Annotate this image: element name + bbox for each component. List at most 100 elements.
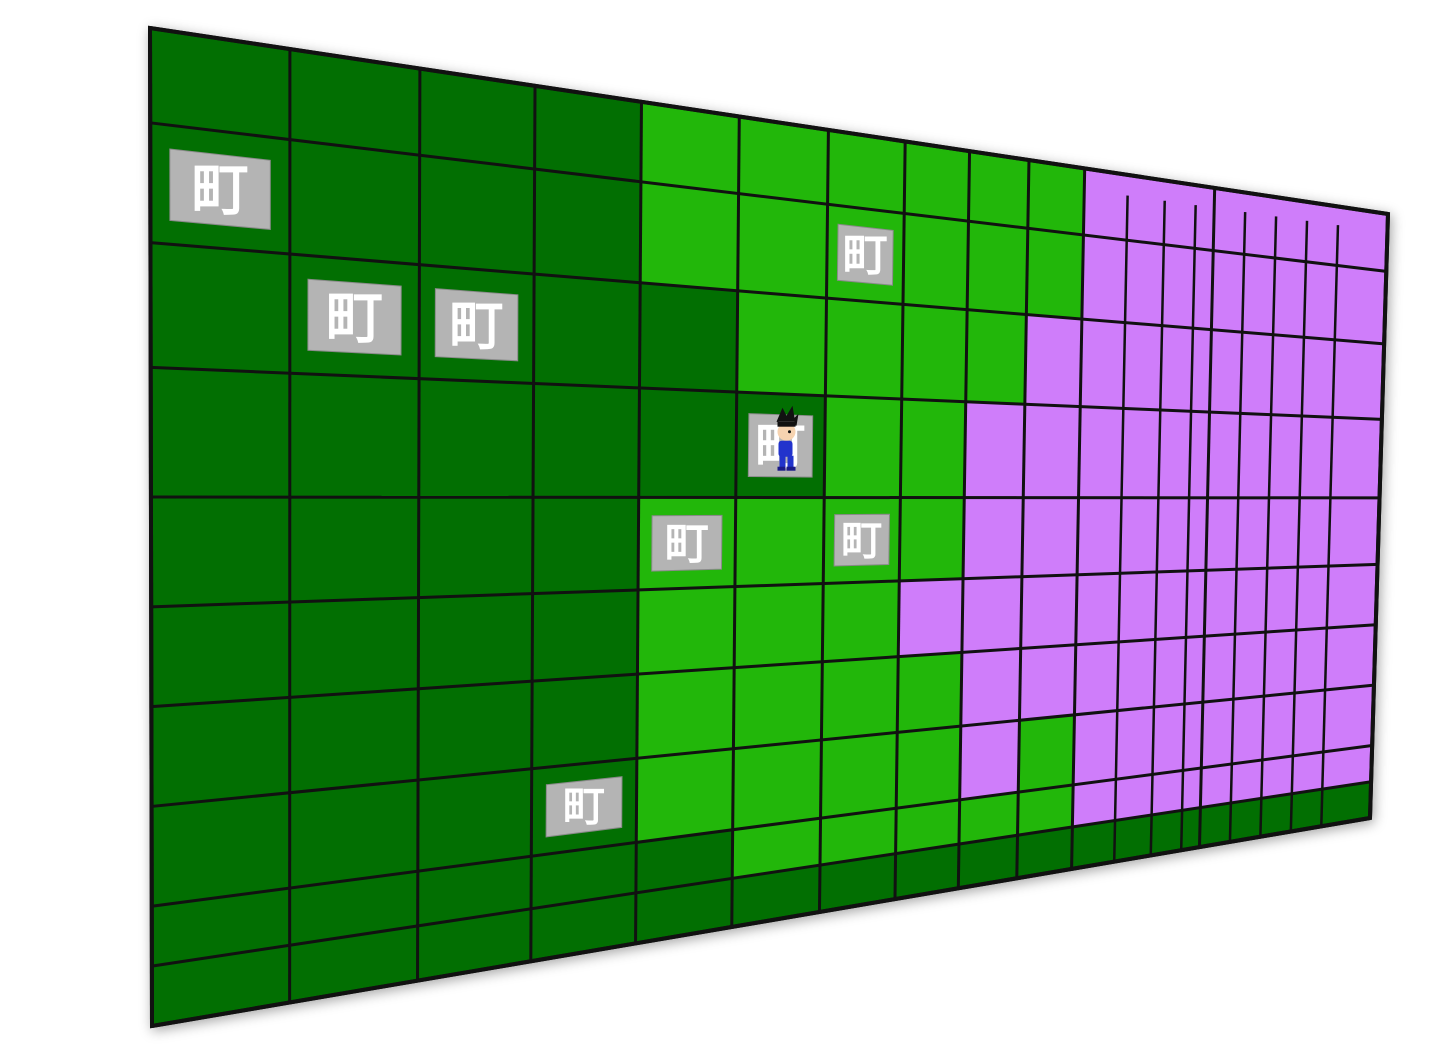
player-character-icon[interactable] (776, 405, 799, 471)
map-cell[interactable] (289, 779, 419, 889)
map-cell[interactable] (1022, 403, 1081, 499)
map-cell[interactable] (150, 496, 291, 608)
map-cell[interactable] (824, 297, 904, 400)
map-cell[interactable] (823, 395, 903, 499)
map-cell[interactable] (417, 768, 533, 872)
map-cell[interactable] (1025, 227, 1084, 320)
town-tile-bg (169, 148, 271, 230)
map-cell[interactable] (897, 578, 964, 658)
map-cell[interactable] (737, 193, 829, 299)
map-cell[interactable] (736, 290, 827, 397)
map-cell[interactable] (418, 496, 534, 599)
map-cell[interactable] (896, 651, 963, 733)
map-cell[interactable] (418, 378, 535, 498)
map-cell[interactable] (963, 401, 1026, 499)
grid-line (151, 562, 1378, 609)
map-cell[interactable] (150, 696, 291, 807)
map-cell[interactable] (827, 129, 906, 214)
map-cell[interactable] (531, 673, 638, 770)
map-cell[interactable] (962, 497, 1024, 580)
map-cell[interactable] (149, 242, 291, 374)
map-cell[interactable] (531, 589, 639, 682)
map-cell[interactable] (533, 168, 642, 284)
map-cell[interactable] (1207, 411, 1383, 499)
map-cell[interactable] (289, 372, 420, 498)
map-cell[interactable] (289, 139, 421, 266)
map-cell[interactable] (418, 154, 536, 275)
map-cell[interactable] (1205, 497, 1380, 571)
map-cell[interactable] (960, 648, 1022, 727)
town-tile-bg (434, 288, 519, 362)
map-cell[interactable] (532, 496, 640, 595)
map-cell[interactable] (1019, 644, 1077, 721)
town-label: 町 (192, 158, 249, 224)
map-cell[interactable] (901, 303, 968, 403)
town-tile-bg (307, 278, 402, 356)
town-tile[interactable]: 町 (169, 148, 271, 230)
town-tile[interactable]: 町 (545, 776, 623, 838)
map-cell[interactable] (732, 661, 823, 750)
map-cell[interactable] (1021, 497, 1079, 578)
map-cell[interactable] (1017, 714, 1075, 793)
town-label: 町 (843, 229, 888, 282)
map-cell[interactable] (966, 220, 1029, 315)
map-cell[interactable] (959, 719, 1020, 801)
town-tile[interactable]: 町 (434, 288, 519, 362)
map-cell[interactable] (638, 387, 738, 498)
town-label: 町 (665, 518, 709, 569)
grid-line (1070, 168, 1087, 869)
map-cell[interactable] (289, 688, 419, 794)
map-cell[interactable] (895, 725, 962, 809)
map-cell[interactable] (902, 212, 969, 311)
map-cell[interactable] (733, 583, 824, 669)
map-cell[interactable] (965, 309, 1027, 405)
map-cell[interactable] (820, 731, 898, 819)
grid-line (893, 141, 907, 900)
grid-line (1149, 200, 1166, 856)
grid-line (529, 85, 537, 962)
map-cell[interactable] (968, 150, 1030, 229)
town-tile[interactable]: 町 (836, 223, 894, 286)
map-cell[interactable] (636, 586, 736, 675)
map-cell[interactable] (734, 497, 825, 588)
map-cell[interactable] (639, 282, 739, 393)
map-cell[interactable] (289, 597, 419, 698)
town-tile[interactable]: 町 (307, 278, 402, 356)
map-cell[interactable] (1027, 159, 1086, 236)
grid-line (1197, 187, 1217, 848)
grid-line (1179, 205, 1197, 851)
map-cell[interactable] (903, 141, 971, 222)
town-tile[interactable]: 町 (651, 514, 723, 572)
grid-line (1289, 220, 1309, 832)
town-tile[interactable]: 町 (833, 513, 891, 567)
map-cell[interactable] (639, 181, 740, 292)
grid-line (151, 683, 1375, 808)
grid-line (416, 68, 422, 981)
town-label: 町 (563, 782, 605, 831)
map-cell[interactable] (636, 667, 735, 759)
grid-line (1228, 212, 1247, 842)
grid-line (730, 116, 741, 928)
map-cell[interactable] (150, 601, 291, 708)
town-label: 町 (450, 294, 504, 357)
map-cell[interactable] (533, 273, 641, 389)
map-cell[interactable] (820, 656, 899, 741)
grid-line (150, 365, 1382, 421)
grid-line (1015, 160, 1031, 879)
map-cell[interactable] (732, 739, 822, 831)
map-cell[interactable] (289, 496, 420, 603)
map-cell[interactable] (417, 593, 534, 690)
map-cell[interactable] (532, 383, 640, 498)
map-cell[interactable] (417, 680, 533, 781)
map-cell[interactable] (150, 366, 291, 498)
map-cell[interactable] (151, 792, 291, 907)
map-cell[interactable] (961, 576, 1023, 653)
map-cell[interactable] (635, 748, 734, 843)
map-cell[interactable] (899, 398, 967, 499)
map-cell[interactable] (1020, 574, 1078, 649)
map-cell[interactable] (1024, 314, 1083, 408)
map-cell[interactable] (821, 580, 900, 663)
grid-line (1112, 195, 1129, 862)
map-cell[interactable] (898, 497, 965, 582)
